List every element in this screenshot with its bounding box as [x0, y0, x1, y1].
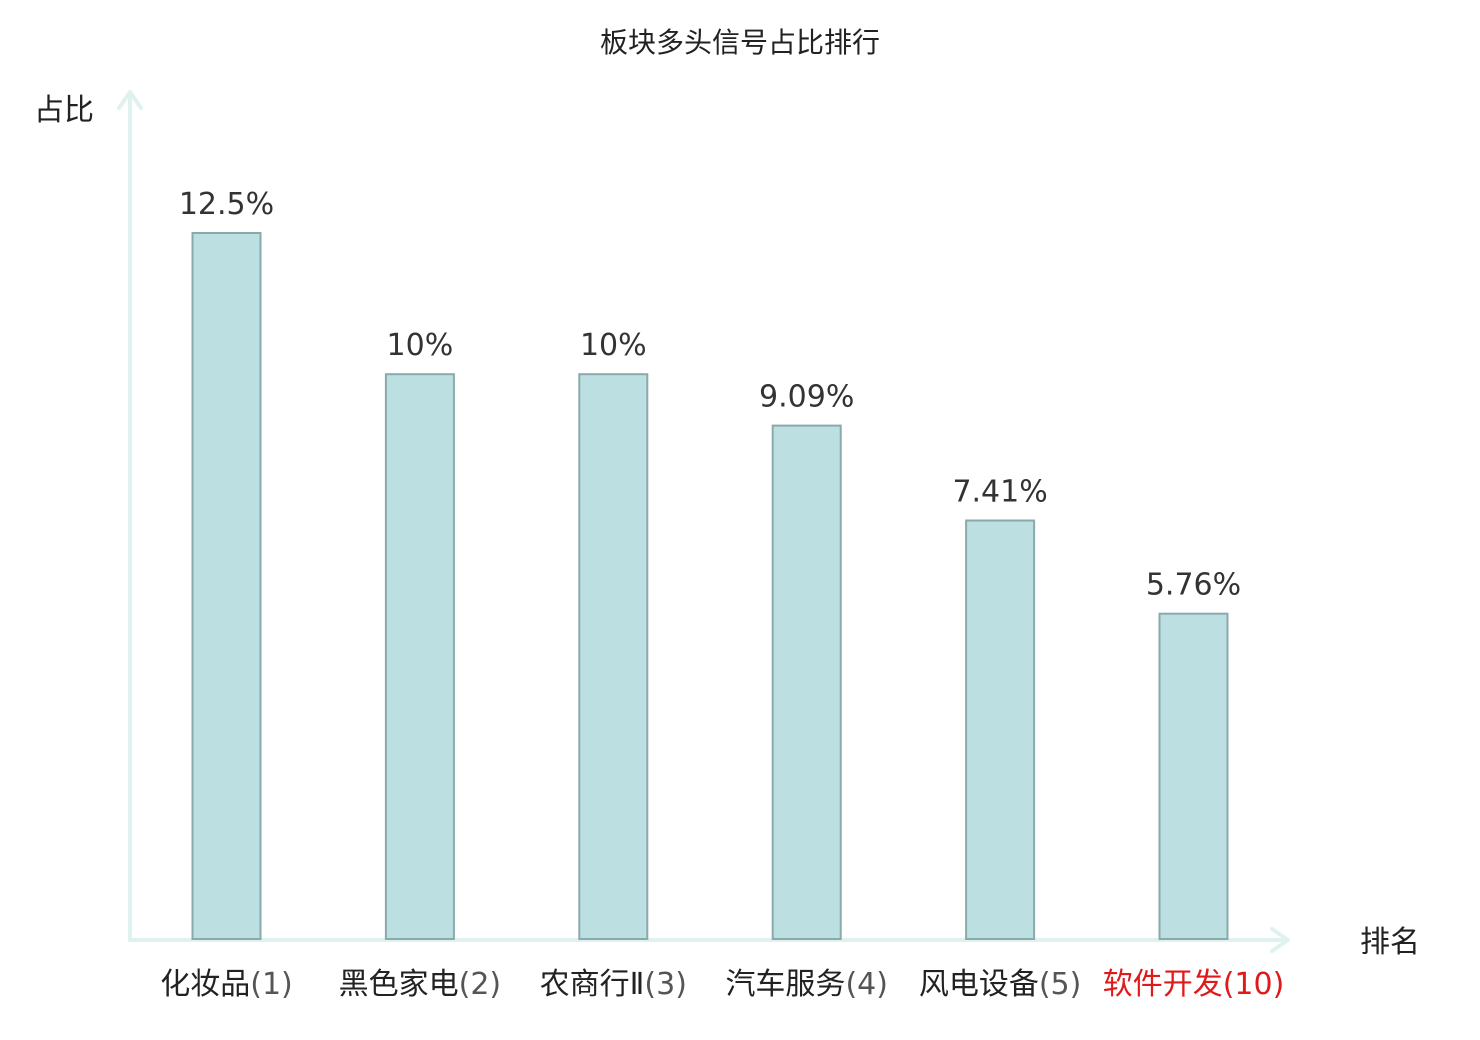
y-axis-label: 占比	[34, 93, 94, 128]
category-label-4: 汽车服务(4)	[725, 967, 888, 1002]
category-rank: (4)	[845, 967, 888, 1002]
category-label-6: 软件开发(10)	[1103, 967, 1285, 1002]
y-axis-arrow	[117, 90, 143, 110]
bar-2	[384, 373, 455, 940]
value-label-6: 5.76%	[1146, 568, 1241, 603]
bar-3	[578, 373, 649, 940]
chart-title: 板块多头信号占比排行	[600, 26, 880, 59]
category-rank: (3)	[644, 967, 687, 1002]
category-label-5: 风电设备(5)	[919, 967, 1082, 1002]
category-name: 黑色家电	[339, 967, 459, 1002]
category-name: 汽车服务	[725, 967, 845, 1002]
category-name: 风电设备	[919, 967, 1039, 1002]
x-axis-arrow	[1270, 927, 1290, 953]
bar-4	[771, 424, 842, 941]
bars-group	[191, 232, 1229, 941]
category-rank: (1)	[250, 967, 293, 1002]
category-label-1: 化妆品(1)	[160, 967, 293, 1002]
value-label-4: 9.09%	[759, 380, 854, 415]
value-label-1: 12.5%	[179, 187, 274, 222]
x-axis	[128, 927, 1290, 953]
bar-5	[965, 519, 1036, 940]
y-axis	[117, 90, 143, 940]
value-label-2: 10%	[387, 328, 454, 363]
category-label-3: 农商行Ⅱ(3)	[540, 967, 687, 1002]
category-labels-group: 化妆品(1) 黑色家电(2) 农商行Ⅱ(3) 汽车服务(4) 风电设备(5) 软件开发(1…	[160, 967, 1284, 1002]
value-label-3: 10%	[580, 328, 647, 363]
value-labels-group: 12.5% 10% 10% 9.09% 7.41% 5.76%	[179, 187, 1241, 603]
value-label-5: 7.41%	[952, 475, 1047, 510]
bar-6	[1158, 612, 1229, 940]
bar-1	[191, 232, 262, 940]
category-rank: (10)	[1223, 967, 1285, 1002]
category-label-2: 黑色家电(2)	[339, 967, 502, 1002]
x-axis-label: 排名	[1360, 925, 1420, 960]
category-rank: (2)	[459, 967, 502, 1002]
category-name: 软件开发	[1103, 967, 1223, 1002]
category-rank: (5)	[1039, 967, 1082, 1002]
category-name: 化妆品	[160, 967, 250, 1002]
category-name: 农商行Ⅱ	[540, 967, 645, 1002]
